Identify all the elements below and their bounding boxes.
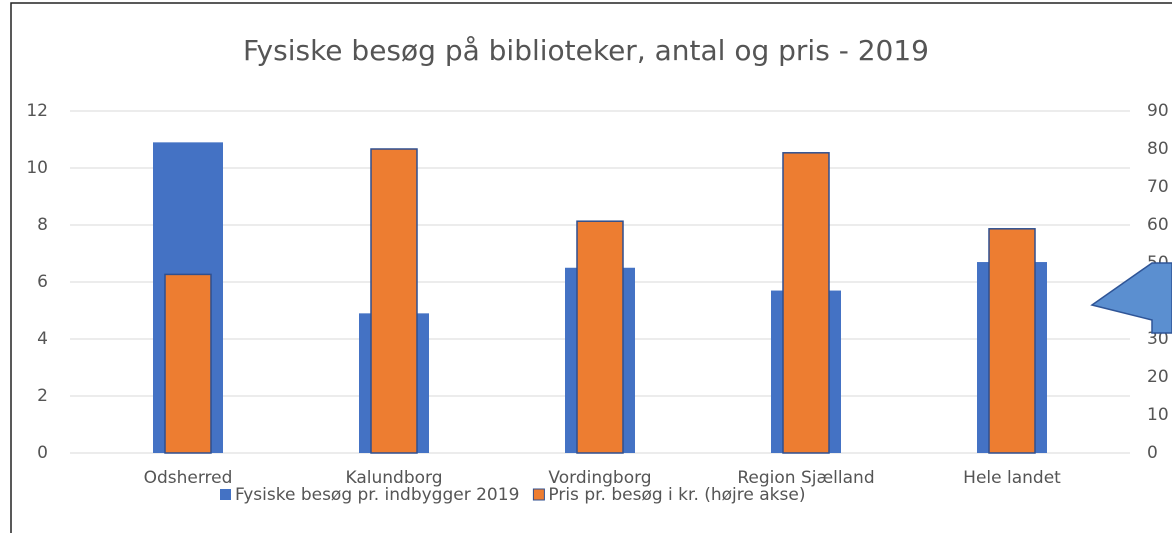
- y2-tick-label: 70: [1147, 177, 1169, 197]
- y2-tick-label: 10: [1147, 405, 1169, 425]
- x-tick-label: Vordingborg: [548, 468, 651, 488]
- legend-label: Pris pr. besøg i kr. (højre akse): [548, 485, 805, 505]
- bar: [370, 148, 418, 454]
- y-tick-label: 6: [37, 272, 48, 292]
- y-tick-label: 8: [37, 215, 48, 235]
- x-tick-label: Odsherred: [144, 468, 233, 488]
- y2-tick-label: 0: [1147, 443, 1158, 463]
- y-tick-label: 0: [37, 443, 48, 463]
- y-tick-label: 4: [37, 329, 48, 349]
- bar: [164, 273, 212, 454]
- y2-tick-label: 90: [1147, 101, 1169, 121]
- x-tick-label: Region Sjælland: [737, 468, 874, 488]
- y-tick-label: 10: [26, 158, 48, 178]
- x-tick-label: Hele landet: [963, 468, 1061, 488]
- y2-tick-label: 30: [1147, 329, 1169, 349]
- y2-tick-label: 60: [1147, 215, 1169, 235]
- y2-tick-label: 20: [1147, 367, 1169, 387]
- y-tick-label: 2: [37, 386, 48, 406]
- legend-label: Fysiske besøg pr. indbygger 2019: [235, 485, 519, 505]
- legend-swatch: [220, 489, 231, 500]
- callout-arrow: [1090, 262, 1172, 334]
- y-tick-label: 12: [26, 101, 48, 121]
- bar: [988, 228, 1036, 454]
- legend-swatch: [532, 488, 545, 501]
- bar: [782, 152, 830, 454]
- chart-title: Fysiske besøg på biblioteker, antal og p…: [243, 34, 929, 67]
- x-tick-label: Kalundborg: [345, 468, 442, 488]
- y2-tick-label: 80: [1147, 139, 1169, 159]
- bar: [576, 220, 624, 454]
